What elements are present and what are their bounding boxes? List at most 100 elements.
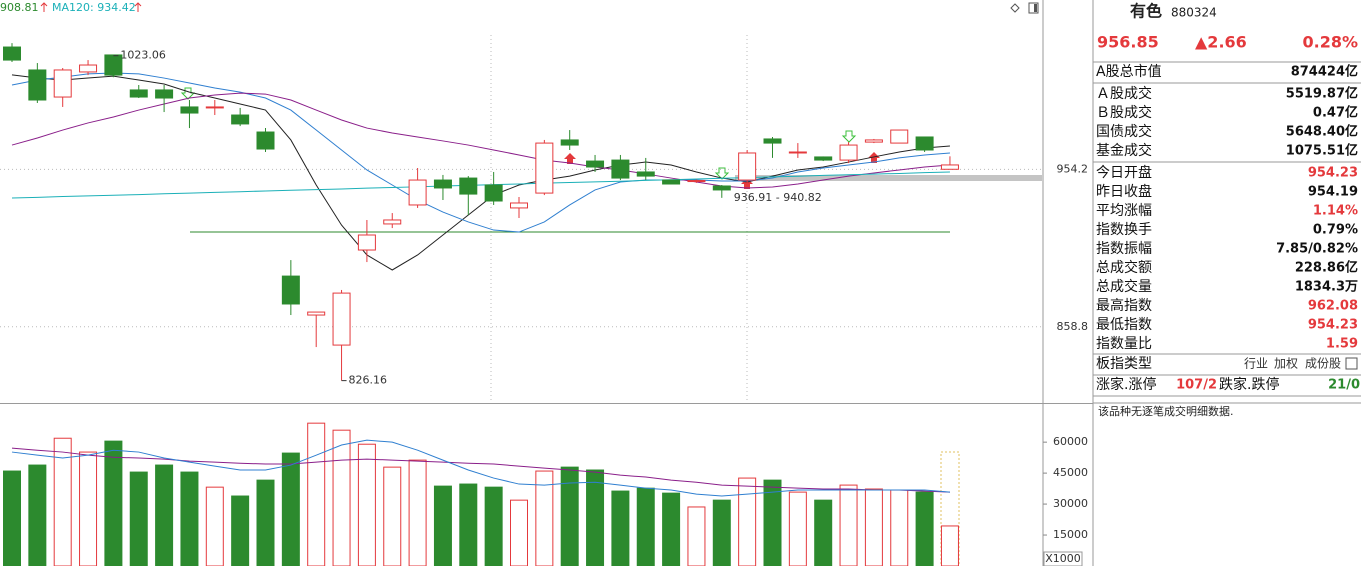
moving-average [11, 171, 950, 199]
volume-bar [256, 479, 275, 566]
volume-average [11, 439, 950, 497]
volume-bar [738, 477, 757, 566]
candle-body [763, 138, 782, 144]
breadth-label: 跌家.跌停 [1219, 376, 1279, 393]
stat-label: Ａ股成交 [1096, 85, 1152, 102]
annotation: 1023.06 [120, 49, 165, 62]
candle-body [636, 171, 655, 177]
volume-bar [586, 469, 605, 566]
y-tick-label: 954.2 [1057, 162, 1089, 175]
volume-bar [940, 525, 959, 566]
candle-body [662, 179, 681, 185]
volume-bar [332, 429, 351, 566]
stat-label: A股总市值 [1096, 63, 1162, 80]
candle-body [433, 179, 452, 189]
volume-bar [180, 471, 199, 566]
header-ma: MA120: 934.42 [52, 1, 136, 14]
stat-label: 国债成交 [1096, 123, 1152, 140]
volume-bar [814, 499, 833, 566]
index-code: 880324 [1171, 6, 1217, 20]
candle-body [864, 139, 883, 143]
unit-box [1043, 551, 1083, 566]
candle-body [155, 89, 174, 99]
candle-body [129, 89, 148, 98]
candle-body [332, 292, 351, 346]
y-tick-label: 30000 [1053, 497, 1088, 510]
candle-body [814, 156, 833, 161]
stat-label: 指数振幅 [1096, 241, 1152, 257]
stat-value: 1075.51亿 [1286, 143, 1358, 159]
price: 956.85 [1097, 33, 1159, 52]
moving-average [11, 92, 950, 189]
candle-body [180, 106, 199, 114]
candle-body [586, 160, 605, 168]
stat-value: 5648.40亿 [1286, 124, 1358, 140]
volume-bar [357, 443, 376, 566]
stat-label: 总成交额 [1096, 259, 1152, 276]
stat-value: 0.79% [1313, 223, 1358, 238]
volume-bar [915, 491, 934, 566]
stat-label: 基金成交 [1096, 142, 1152, 159]
type-option[interactable]: 加权 [1274, 357, 1298, 371]
candle-body [459, 177, 478, 195]
type-option[interactable]: 行业 [1244, 357, 1268, 371]
volume-bar [687, 506, 706, 566]
moving-average [11, 72, 950, 233]
type-option[interactable]: 成份股 [1305, 357, 1341, 371]
stat-label: 最低指数 [1096, 317, 1152, 333]
candle-body [940, 164, 959, 170]
stat-label: 昨日收盘 [1096, 183, 1152, 200]
stat-label: Ｂ股成交 [1096, 104, 1152, 121]
candle-body [383, 219, 402, 225]
y-tick-label: 60000 [1053, 435, 1088, 448]
volume-bar [662, 492, 681, 566]
annotation: 826.16 [349, 374, 388, 387]
stat-value: 874424亿 [1291, 64, 1358, 80]
candle-body [104, 54, 123, 76]
y-tick-label: 45000 [1053, 466, 1088, 479]
volume-bar [560, 466, 579, 566]
breadth-value: 107/2 [1176, 378, 1217, 393]
stat-value: 954.19 [1308, 185, 1358, 200]
volume-bar [79, 451, 98, 566]
stat-label: 指数换手 [1096, 221, 1152, 238]
volume-bar [510, 499, 528, 566]
change: ▲2.66 [1195, 33, 1247, 52]
candle-body [231, 114, 250, 125]
candle-body [408, 179, 427, 206]
note: 该品种无逐笔成交明细数据. [1098, 404, 1234, 418]
breadth-value: 21/0 [1328, 378, 1360, 393]
y-tick-label: 15000 [1053, 528, 1088, 541]
breadth-label: 涨家.涨停 [1096, 376, 1156, 393]
volume-bar [53, 437, 72, 566]
candle-body [281, 275, 300, 305]
volume-unit: X1000 [1045, 552, 1081, 565]
volume-bar [205, 486, 224, 566]
volume-bar [129, 471, 148, 566]
candle-body [307, 311, 326, 316]
volume-bar [864, 488, 883, 566]
volume-bar [611, 490, 630, 566]
candle-body [53, 69, 72, 98]
index-name: 有色 [1130, 2, 1162, 21]
volume-bar [890, 489, 909, 566]
volume-bar [104, 440, 123, 566]
stat-value: 7.85/0.82% [1276, 242, 1358, 257]
annotation: 936.91 - 940.82 [734, 191, 822, 204]
volume-average [11, 447, 950, 493]
stat-value: 1.14% [1313, 204, 1358, 219]
volume-bar [433, 485, 452, 566]
candle-body [357, 234, 376, 251]
volume-bar [231, 495, 250, 566]
icon[interactable] [1345, 357, 1358, 370]
candle-body [915, 136, 934, 151]
candle-body [788, 151, 807, 154]
type-label: 板指类型 [1096, 356, 1152, 372]
stat-label: 总成交量 [1096, 278, 1152, 295]
stat-label: 指数量比 [1096, 336, 1152, 352]
stat-value: 1.59 [1326, 337, 1358, 352]
candle-body [484, 184, 503, 202]
stat-value: 0.47亿 [1313, 105, 1358, 121]
volume-bar [839, 484, 858, 566]
